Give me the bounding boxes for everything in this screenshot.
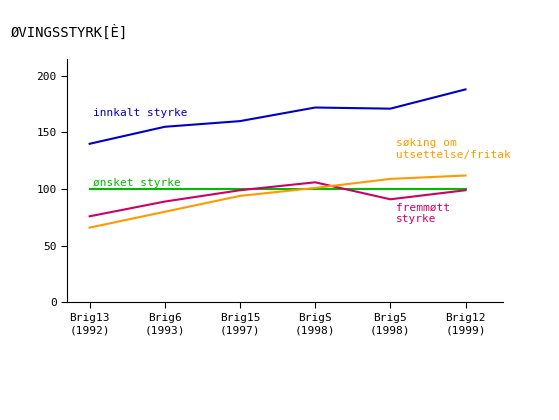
Text: ønsket styrke: ønsket styrke xyxy=(93,178,181,188)
Text: ØVINGSSTYRK[È]: ØVINGSSTYRK[È] xyxy=(11,25,129,40)
Text: innkalt styrke: innkalt styrke xyxy=(93,108,188,118)
Text: fremmøtt
styrke: fremmøtt styrke xyxy=(396,203,451,224)
Text: søking om
utsettelse/fritak: søking om utsettelse/fritak xyxy=(396,138,511,160)
